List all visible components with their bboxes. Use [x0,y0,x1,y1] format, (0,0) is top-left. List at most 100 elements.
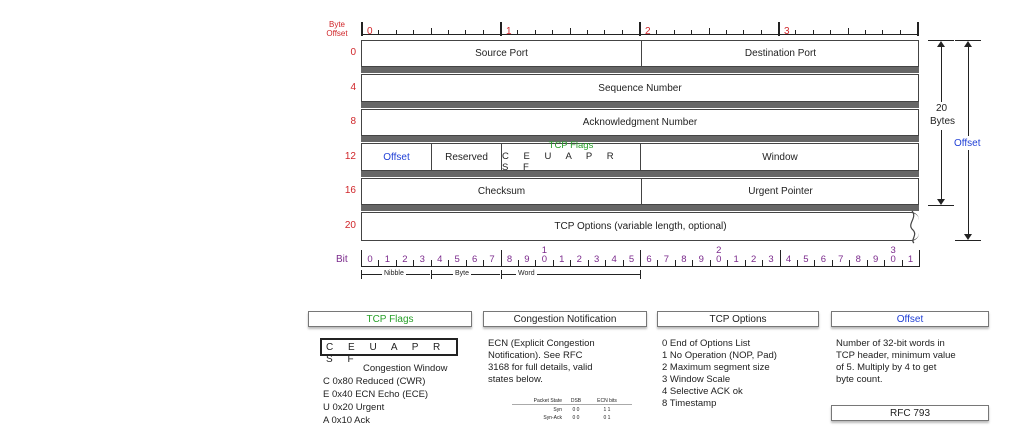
bit-tick [884,260,886,267]
bit-number: 4 [785,254,792,265]
word-arrow [502,274,640,275]
header-row-checksum: Checksum Urgent Pointer [361,178,919,205]
arrow-up-icon [964,41,972,47]
bit-number: 2 [750,254,757,265]
bit-tick [395,260,397,267]
bytes-label: Bytes [930,116,956,127]
source-port-field: Source Port [475,48,528,59]
bit-number: 2 [402,254,408,265]
ruler-minor-tick [691,30,693,35]
ecn-table: Packet State DSB ECN bits Syn 0 0 1 1 Sy… [512,398,632,421]
ruler-minor-tick [656,30,658,35]
flag-line: C 0x80 Reduced (CWR) [323,376,426,387]
sequence-number-field: Sequence Number [598,82,682,94]
ruler-minor-tick [430,28,432,35]
bracket-20-top [928,40,954,41]
checksum-field: Checksum [477,186,526,197]
word-label: Word [516,270,537,277]
legend-tick [431,270,432,279]
bit-tick [413,260,415,267]
header-row-flags: Offset Reserved TCP Flags C E U A P R S … [361,140,919,173]
byte-offset-label: Byte Offset [326,20,348,38]
bit-tick [622,260,624,267]
bit-tick [674,260,676,267]
bit-tick [779,250,781,267]
bit-number: 8 [681,254,687,265]
bit-number: 3 [594,254,600,265]
ruler-major-tick [778,22,780,36]
ruler-minor-tick [378,30,380,35]
offset-card-title: Offset [831,311,989,327]
ruler-minor-tick [847,28,849,35]
offset-right-label: Offset [954,138,981,149]
bit-tick [692,260,694,267]
arrow-down-icon [964,234,972,240]
bit-number: 8 [506,254,513,265]
bit-tick [657,260,659,267]
bit-tick [378,260,380,267]
bit-number: 5 [628,254,635,265]
bit-number: 7 [489,254,495,265]
congestion-line: Notification). See RFC [488,350,583,361]
bit-tick [587,260,589,267]
bit-number: 7 [838,254,844,265]
bit-tick [849,260,851,267]
reserved-field: Reserved [431,144,501,170]
ruler-minor-tick [830,30,832,35]
bracket-20-bottom [928,205,954,206]
option-line: 2 Maximum segment size [662,362,770,373]
congestion-line: ECN (Explicit Congestion [488,338,595,349]
header-row-ports: Source Port Destination Port [361,40,919,67]
offset-line: of 5. Multiply by 4 to get [836,362,937,373]
offset-8: 8 [350,116,356,127]
bit-tick [465,260,467,267]
row-separator [361,67,919,73]
options-wavy-edge [910,210,916,244]
bit-number: 5 [454,254,460,265]
row-separator [361,171,919,177]
bit-number: 1 [384,254,391,265]
offset-line: Number of 32-bit words in [836,338,945,349]
bit-number: 7 [663,254,670,265]
bracket-offset-bottom [955,240,981,241]
bit-tick [744,260,746,267]
bracket-offset-label-bg [952,136,986,150]
option-line: 1 No Operation (NOP, Pad) [662,350,777,361]
bit-number: 1 [559,254,565,265]
flag-line: E 0x40 ECN Echo (ECE) [323,389,429,400]
bit-number: 9 [873,254,879,265]
congestion-line: 3168 for full details, valid [488,362,593,373]
header-row-options: TCP Options (variable length, optional) [361,212,919,241]
row-separator [361,205,919,211]
offset-line: byte count. [836,374,883,385]
bit-tick [361,250,362,267]
nibble-label: Nibble [382,270,406,277]
bit-number: 6 [820,254,827,265]
bit-tick [919,250,920,267]
bit-number: 3 [768,254,774,265]
tcp-flags-label: TCP Flags [548,140,594,151]
tcp-flags-letters: C E U A P R S F [502,151,620,173]
bit-number: 4 [611,254,617,265]
bit-number: 2 [576,254,582,265]
urgent-pointer-field: Urgent Pointer [641,179,919,204]
ruler-major-tick [639,22,641,36]
byte-marker-0: 0 [367,26,373,37]
ruler-minor-tick [864,30,866,35]
offset-16: 16 [344,185,356,196]
ruler-minor-tick [795,30,797,35]
ruler-minor-tick [413,30,415,35]
ruler-minor-tick [465,30,467,35]
bracket-offset-top [955,40,981,41]
window-field: Window [640,144,919,170]
tcp-options-field: TCP Options (variable length, optional) [554,221,727,232]
option-line: 0 End of Options List [662,338,751,349]
ruler-minor-tick [586,30,588,35]
arrow-down-icon [937,199,945,205]
header-row-ack: Acknowledgment Number [361,109,919,136]
offset-field: Offset [383,151,410,163]
bit-number: 6 [646,254,652,265]
ruler-minor-tick [517,30,519,35]
bit-number: 6 [471,254,478,265]
